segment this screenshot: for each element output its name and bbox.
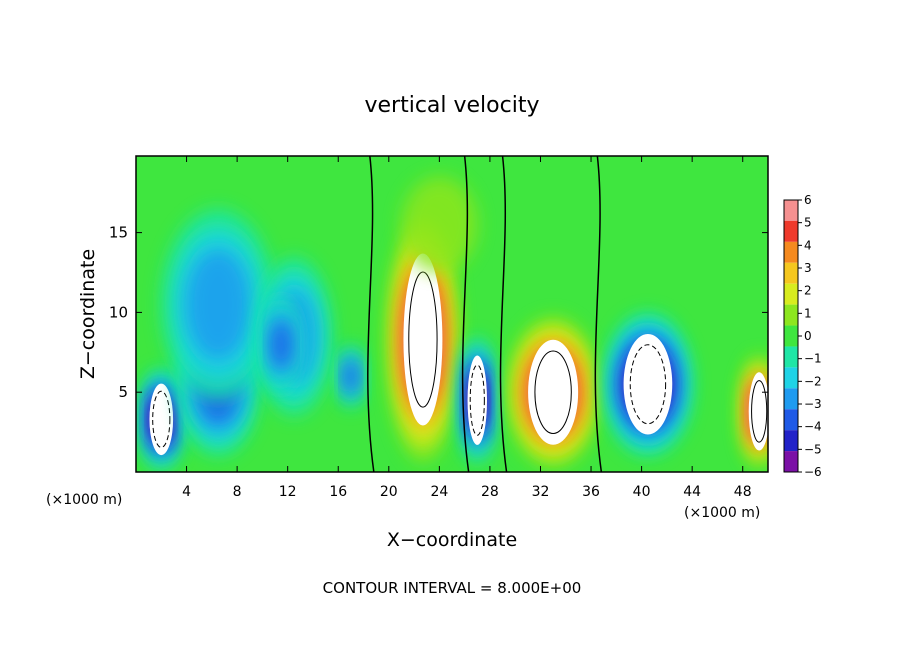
cell-contour-7 [469, 364, 485, 436]
colorbar-swatch [784, 200, 798, 221]
velocity-cell-0 [139, 368, 183, 471]
colorbar: 6 5 4 3 2 1 0 −1 −2 −3 −4 −5 −6 [783, 193, 822, 479]
cell-band-2-3 [185, 249, 251, 360]
cell-band-11-1 [401, 176, 478, 273]
cell-core-0 [149, 383, 174, 456]
colorbar-label: 6 [804, 193, 812, 207]
colorbar-swatch [784, 241, 798, 263]
x-tick-label: 12 [279, 484, 297, 500]
cell-contour-8 [534, 350, 572, 434]
velocity-cell-8 [507, 317, 599, 468]
colorbar-label: 5 [804, 216, 812, 230]
colorbar-label: 0 [804, 329, 812, 343]
cell-contour-9 [629, 344, 667, 425]
x-tick-label: 44 [683, 484, 701, 500]
y-tick-label: 15 [109, 224, 128, 242]
colorbar-label: −5 [804, 442, 822, 456]
zero-contour-1 [594, 156, 603, 472]
x-tick-label: 32 [532, 484, 550, 500]
x-tick-label: 4 [182, 484, 191, 500]
colorbar-swatch [784, 388, 798, 410]
contour-lines [367, 156, 603, 472]
x-axis-ticks: 4 8 12 16 20 24 28 32 36 40 44 48 [182, 156, 752, 500]
zero-contour-3 [499, 156, 508, 472]
colorbar-label: 4 [804, 238, 812, 252]
x-tick-label: 36 [582, 484, 600, 500]
colorbar-label: 3 [804, 261, 812, 275]
plot-area [135, 155, 769, 473]
chart-title: vertical velocity [364, 93, 539, 118]
cell-core-6 [403, 253, 443, 426]
velocity-cell-9 [603, 312, 693, 457]
y-axis-label: Z−coordinate [77, 249, 99, 379]
velocity-cell-2 [161, 208, 276, 401]
colorbar-label: −6 [804, 465, 822, 479]
colorbar-swatch [784, 451, 798, 472]
zero-contour-2 [461, 156, 470, 472]
colorbar-swatch [784, 283, 798, 305]
x-tick-label: 24 [430, 484, 448, 500]
colorbar-swatch [784, 409, 798, 431]
x-tick-label: 48 [734, 484, 752, 500]
colorbar-label: −4 [804, 420, 822, 434]
x-tick-label: 20 [380, 484, 398, 500]
velocity-cell-5 [338, 344, 364, 409]
velocity-cell-10 [740, 355, 768, 468]
y-axis-ticks: 5 10 15 [109, 224, 768, 401]
x-unit-right: (×1000 m) [684, 505, 760, 521]
colorbar-label: −3 [804, 397, 822, 411]
cell-core-9 [623, 333, 673, 435]
cell-contour-10 [751, 380, 768, 443]
y-tick-label: 5 [118, 383, 128, 401]
velocity-cell-11 [401, 176, 478, 273]
colorbar-label: −2 [804, 374, 822, 388]
colorbar-swatch [784, 325, 798, 347]
cell-contour-6 [408, 271, 438, 408]
x-tick-label: 8 [233, 484, 242, 500]
colorbar-swatch [784, 430, 798, 452]
x-tick-label: 40 [633, 484, 651, 500]
x-axis-label: X−coordinate [387, 529, 517, 551]
x-tick-label: 28 [481, 484, 499, 500]
y-tick-label: 10 [109, 303, 128, 321]
velocity-cells [139, 176, 768, 471]
contour-interval-footer: CONTOUR INTERVAL = 8.000E+00 [323, 579, 582, 597]
colorbar-swatch [784, 262, 798, 284]
colorbar-label: 1 [804, 306, 812, 320]
plot-frame [135, 155, 769, 473]
colorbar-swatch [784, 304, 798, 326]
cell-band-4-4 [272, 320, 291, 368]
velocity-cell-4 [262, 296, 301, 393]
colorbar-label: −1 [804, 352, 822, 366]
x-tick-label: 16 [329, 484, 347, 500]
cell-core-8 [528, 339, 579, 445]
velocity-cell-7 [459, 336, 495, 465]
colorbar-swatch [784, 346, 798, 368]
zero-contour-0 [367, 156, 375, 472]
cell-core-7 [467, 355, 488, 445]
cell-contour-0 [152, 390, 171, 448]
cell-band-5-4 [344, 360, 358, 392]
colorbar-swatch [784, 220, 798, 242]
velocity-cell-6 [387, 216, 459, 463]
x-unit-left: (×1000 m) [46, 492, 122, 508]
colorbar-swatch [784, 367, 798, 389]
colorbar-label: 2 [804, 284, 812, 298]
